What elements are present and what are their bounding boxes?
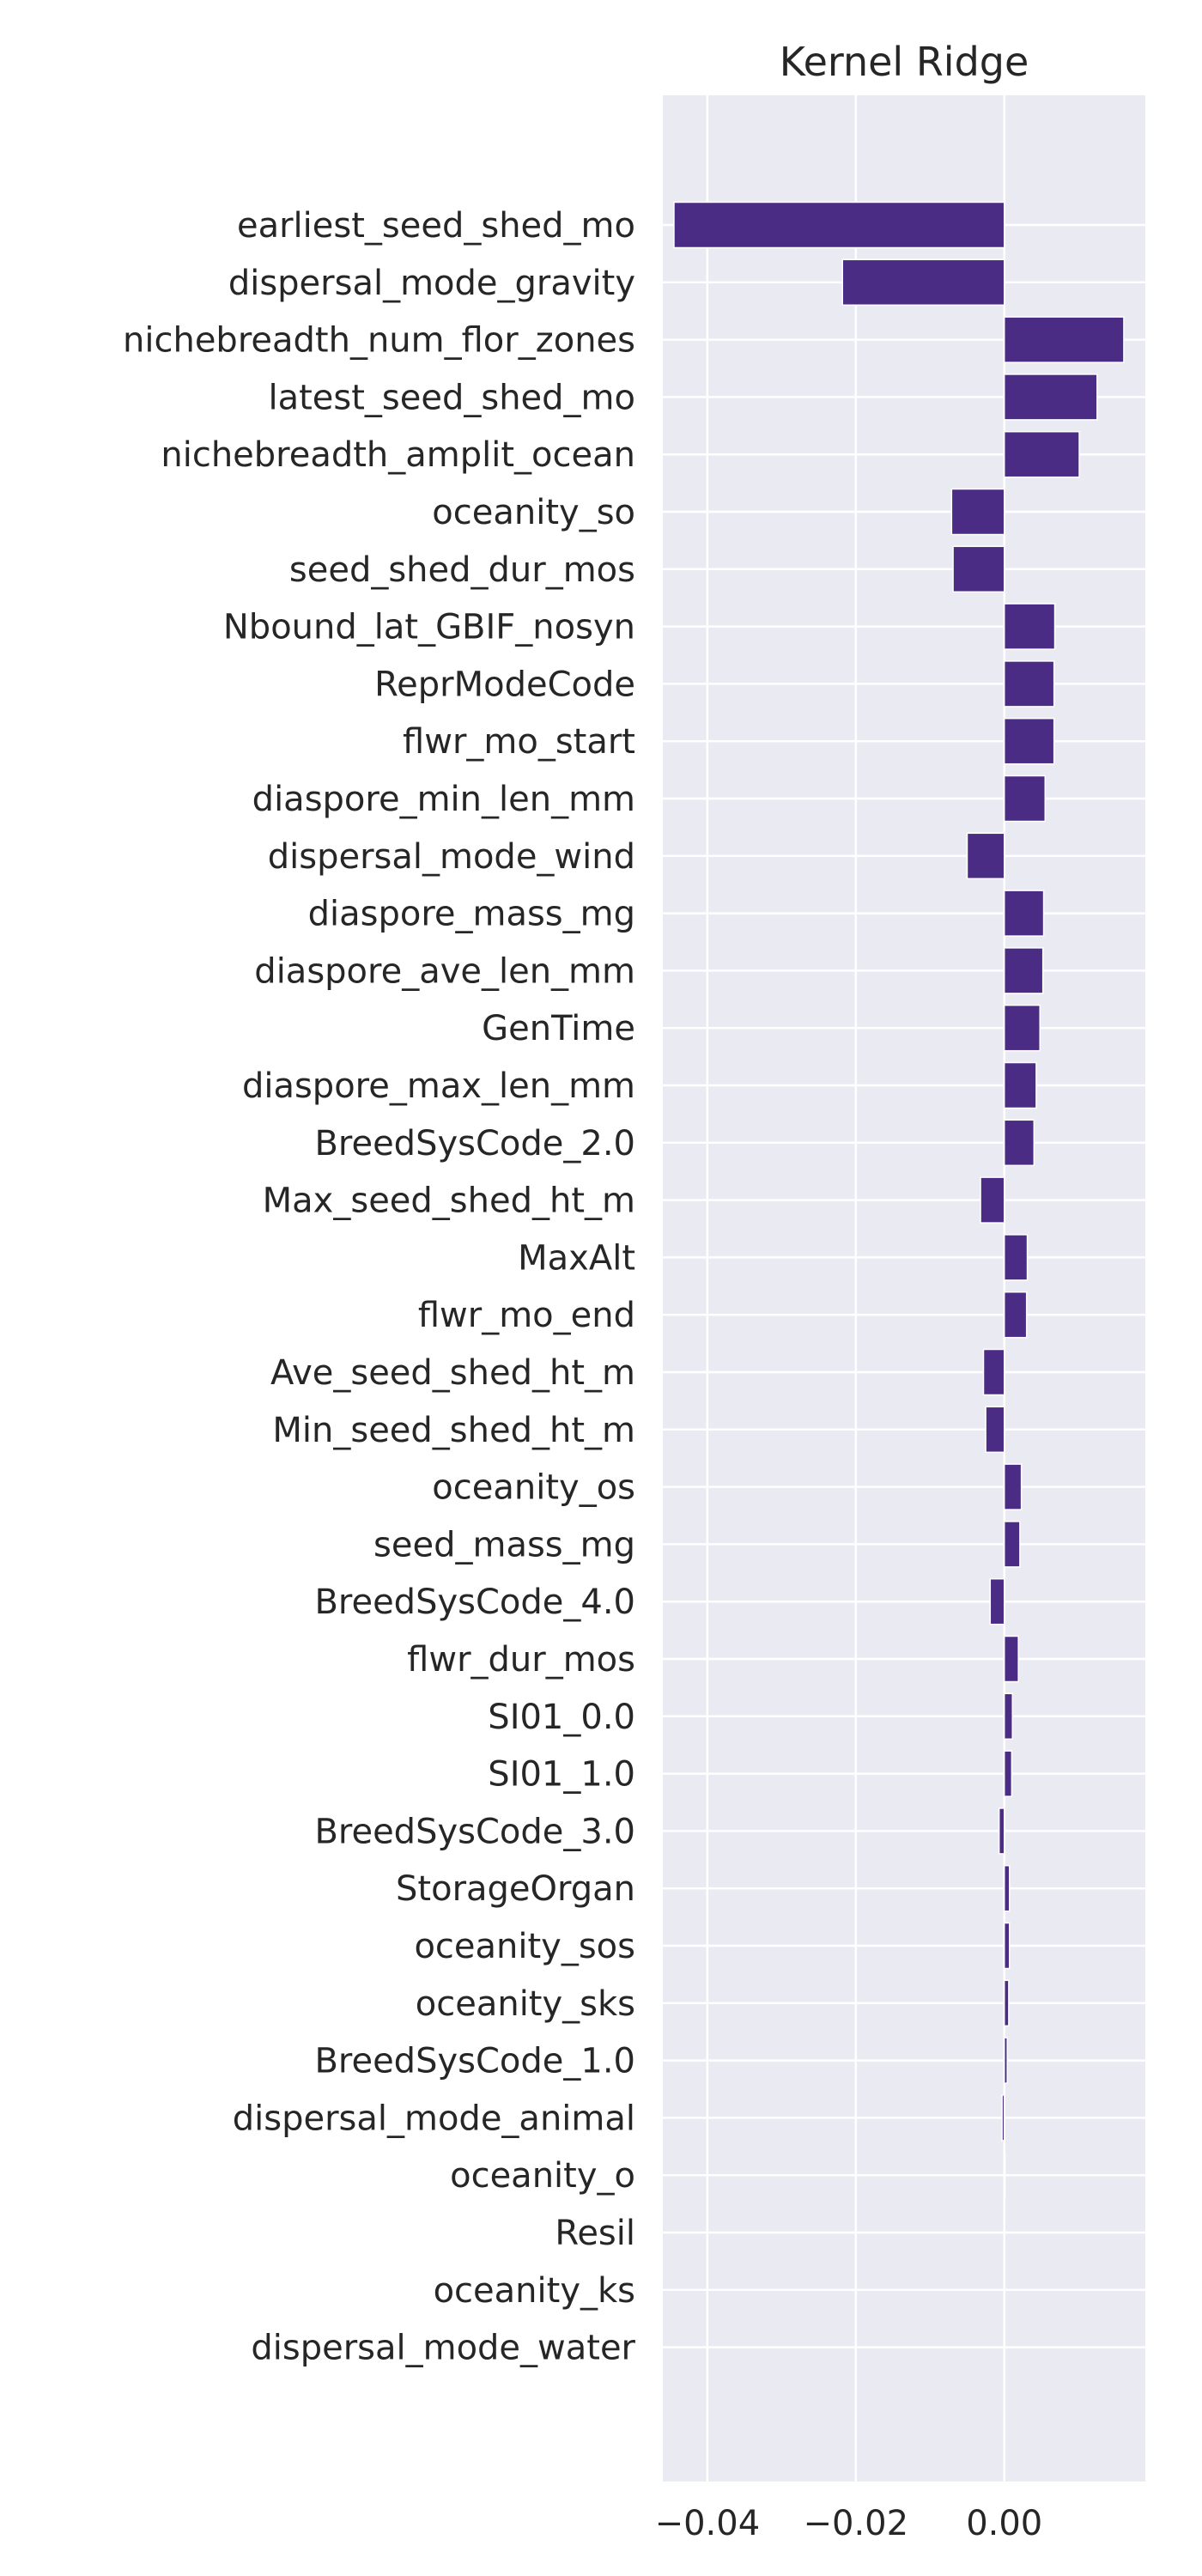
bar <box>980 1176 1005 1224</box>
category-label: flwr_mo_end <box>418 1296 635 1335</box>
bar <box>1003 1521 1021 1568</box>
bar <box>841 258 1005 307</box>
bar <box>1003 1463 1023 1510</box>
category-label: oceanity_ks <box>434 2271 635 2311</box>
bar <box>950 488 1005 536</box>
bar <box>1003 1119 1035 1167</box>
category-label: oceanity_sos <box>414 1927 635 1966</box>
category-label: diaspore_min_len_mm <box>252 780 635 819</box>
category-label: BreedSysCode_4.0 <box>314 1583 635 1622</box>
bar <box>1003 1864 1011 1912</box>
bar <box>1003 775 1047 823</box>
category-label: BreedSysCode_2.0 <box>314 1124 635 1163</box>
bar <box>1003 1004 1041 1052</box>
bar <box>1003 603 1056 650</box>
category-label: StorageOrgan <box>396 1869 635 1909</box>
bar <box>1003 1234 1029 1281</box>
bar <box>1003 1922 1011 1970</box>
bar <box>1003 947 1044 994</box>
category-label: oceanity_os <box>432 1468 635 1508</box>
bar <box>1003 717 1055 765</box>
bars <box>673 201 1125 2199</box>
x-tick-label: −0.02 <box>804 2504 909 2543</box>
category-label: seed_shed_dur_mos <box>289 550 635 590</box>
bar <box>1003 890 1045 937</box>
category-label: dispersal_mode_gravity <box>228 264 635 303</box>
bar <box>1003 1979 1010 2027</box>
category-label: Min_seed_shed_ht_m <box>272 1411 635 1450</box>
bar <box>998 1807 1005 1855</box>
x-tick-label: −0.04 <box>655 2504 761 2543</box>
bar <box>1001 2094 1005 2142</box>
category-label: nichebreadth_num_flor_zones <box>123 321 635 361</box>
category-label: diaspore_ave_len_mm <box>254 951 635 991</box>
bar <box>1003 374 1098 421</box>
category-label: Resil <box>555 2214 635 2253</box>
bar <box>982 1348 1005 1396</box>
category-label: earliest_seed_shed_mo <box>237 206 635 246</box>
category-label: latest_seed_shed_mo <box>268 378 635 417</box>
category-label: flwr_dur_mos <box>407 1640 635 1680</box>
plot-background <box>663 95 1145 2482</box>
bar <box>1003 1291 1028 1339</box>
category-label: BreedSysCode_3.0 <box>314 1812 635 1851</box>
chart-title: Kernel Ridge <box>780 39 1029 85</box>
category-label: dispersal_mode_animal <box>233 2099 635 2138</box>
category-label: dispersal_mode_water <box>251 2329 635 2368</box>
bar <box>966 832 1005 880</box>
bar <box>1003 1635 1019 1683</box>
category-label: Max_seed_shed_ht_m <box>263 1182 635 1221</box>
bar <box>1003 430 1080 478</box>
bar <box>989 1577 1005 1625</box>
category-label: diaspore_mass_mg <box>308 895 635 934</box>
category-label: MaxAlt <box>518 1238 635 1278</box>
bar <box>673 201 1005 249</box>
category-label: diaspore_max_len_mm <box>242 1066 635 1106</box>
bar <box>1003 1750 1013 1797</box>
bar <box>985 1406 1005 1454</box>
bar <box>1003 660 1055 708</box>
bar <box>1003 1692 1013 1741</box>
category-label: dispersal_mode_wind <box>268 837 635 877</box>
category-label: oceanity_so <box>432 493 635 532</box>
category-label: Ave_seed_shed_ht_m <box>270 1353 635 1393</box>
bar <box>1003 2037 1008 2084</box>
category-labels: earliest_seed_shed_mo dispersal_mode_grav… <box>123 206 636 2368</box>
category-label: seed_mass_mg <box>373 1525 635 1564</box>
x-tick-labels: −0.04 −0.02 0.00 <box>655 2504 1043 2543</box>
category-label: oceanity_o <box>450 2156 635 2196</box>
category-label: BreedSysCode_1.0 <box>314 2042 635 2081</box>
category-label: GenTime <box>482 1009 635 1048</box>
x-tick-label: 0.00 <box>966 2504 1042 2543</box>
category-label: oceanity_sks <box>416 1984 635 2024</box>
category-label: SI01_0.0 <box>488 1698 635 1737</box>
bar <box>1003 1061 1037 1109</box>
category-label: flwr_mo_start <box>403 722 635 762</box>
bar <box>952 545 1005 593</box>
grid-lines <box>663 95 1145 2482</box>
bar <box>1003 316 1125 363</box>
category-label: nichebreadth_amplit_ocean <box>161 435 635 475</box>
category-label: ReprModeCode <box>374 665 635 704</box>
category-label: SI01_1.0 <box>488 1755 635 1795</box>
category-label: Nbound_lat_GBIF_nosyn <box>223 608 635 647</box>
